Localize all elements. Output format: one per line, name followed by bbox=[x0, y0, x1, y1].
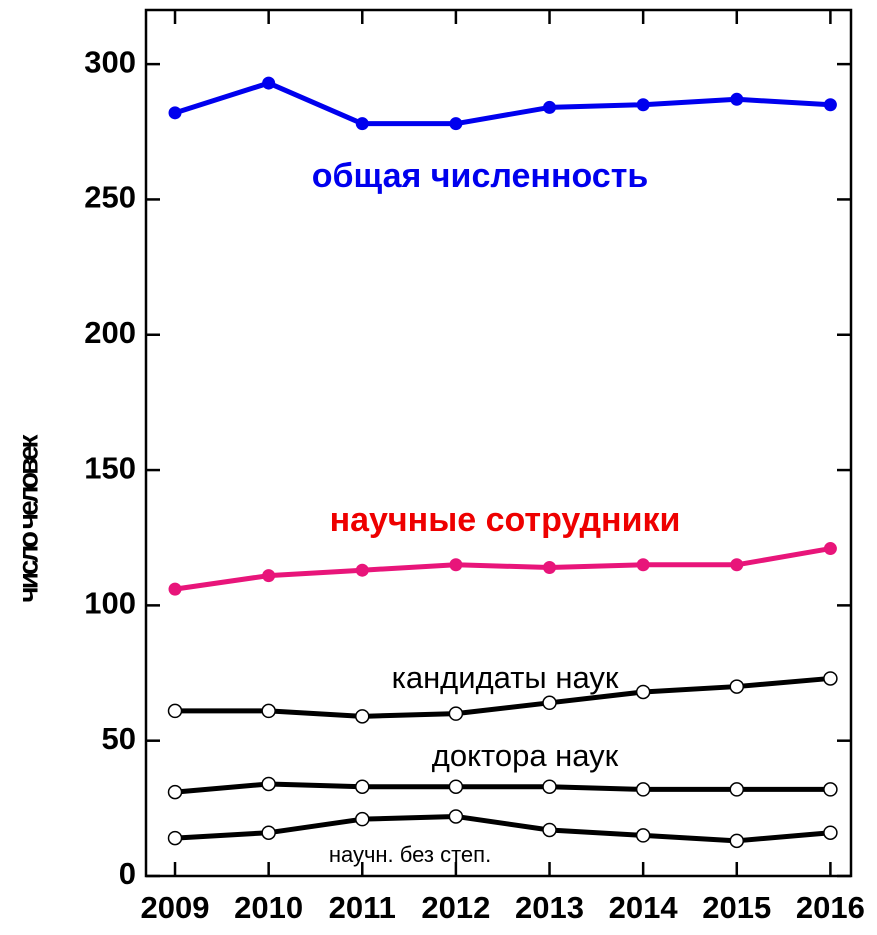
point bbox=[823, 98, 837, 112]
y-tick-label: 0 bbox=[119, 856, 136, 891]
series-label: общая численность bbox=[312, 157, 649, 195]
point bbox=[355, 779, 370, 794]
series-line bbox=[174, 781, 831, 795]
point bbox=[167, 784, 183, 800]
y-tick-label: 200 bbox=[84, 315, 136, 350]
point bbox=[168, 106, 182, 120]
point bbox=[635, 782, 651, 797]
point bbox=[448, 779, 464, 794]
series-line bbox=[174, 80, 831, 127]
series-label: научн. без степ. bbox=[329, 842, 491, 867]
point bbox=[635, 684, 651, 700]
point bbox=[730, 92, 744, 106]
point bbox=[355, 563, 369, 577]
x-tick-label: 2016 bbox=[796, 890, 865, 925]
point bbox=[355, 811, 370, 827]
series-line bbox=[174, 813, 831, 844]
plot-frame bbox=[144, 8, 853, 878]
point bbox=[543, 100, 557, 114]
x-tick-label: 2011 bbox=[329, 890, 396, 925]
point bbox=[823, 825, 838, 840]
point bbox=[261, 825, 276, 840]
point bbox=[448, 706, 464, 721]
y-tick-label: 50 bbox=[102, 721, 136, 756]
point bbox=[261, 776, 276, 792]
x-tick-label: 2009 bbox=[141, 890, 210, 925]
series-label: доктора наук bbox=[432, 738, 619, 773]
y-tick-label: 250 bbox=[84, 180, 136, 215]
point bbox=[543, 560, 557, 574]
point bbox=[729, 679, 745, 694]
point bbox=[823, 542, 837, 556]
x-tick-label: 2010 bbox=[234, 890, 303, 925]
series-label: кандидаты наук bbox=[392, 660, 619, 695]
point bbox=[262, 569, 276, 583]
point bbox=[542, 695, 557, 711]
y-tick-label: 100 bbox=[84, 586, 136, 621]
x-tick-label: 2012 bbox=[421, 890, 490, 925]
point bbox=[261, 703, 276, 719]
point bbox=[730, 558, 744, 572]
point bbox=[542, 822, 557, 838]
point bbox=[167, 830, 183, 846]
point bbox=[449, 558, 463, 572]
series-line bbox=[175, 675, 831, 719]
y-axis-label: число человек bbox=[12, 433, 43, 602]
y-tick-label: 300 bbox=[84, 44, 136, 79]
point bbox=[355, 709, 370, 724]
point bbox=[823, 671, 838, 686]
point bbox=[449, 117, 463, 131]
point bbox=[262, 76, 276, 90]
point bbox=[636, 558, 650, 572]
series-label: научные сотрудники bbox=[330, 501, 681, 539]
point bbox=[635, 828, 651, 843]
point bbox=[542, 779, 557, 794]
point bbox=[167, 703, 183, 719]
point bbox=[729, 833, 745, 849]
y-tick-label: 150 bbox=[84, 450, 136, 485]
point bbox=[355, 117, 369, 131]
point bbox=[636, 98, 650, 112]
x-tick-label: 2013 bbox=[515, 890, 584, 925]
series-line bbox=[174, 546, 831, 592]
point bbox=[729, 782, 745, 797]
point bbox=[448, 809, 464, 824]
point bbox=[168, 582, 182, 596]
point bbox=[823, 782, 838, 797]
x-tick-label: 2015 bbox=[702, 890, 771, 925]
x-tick-label: 2014 bbox=[609, 890, 679, 925]
